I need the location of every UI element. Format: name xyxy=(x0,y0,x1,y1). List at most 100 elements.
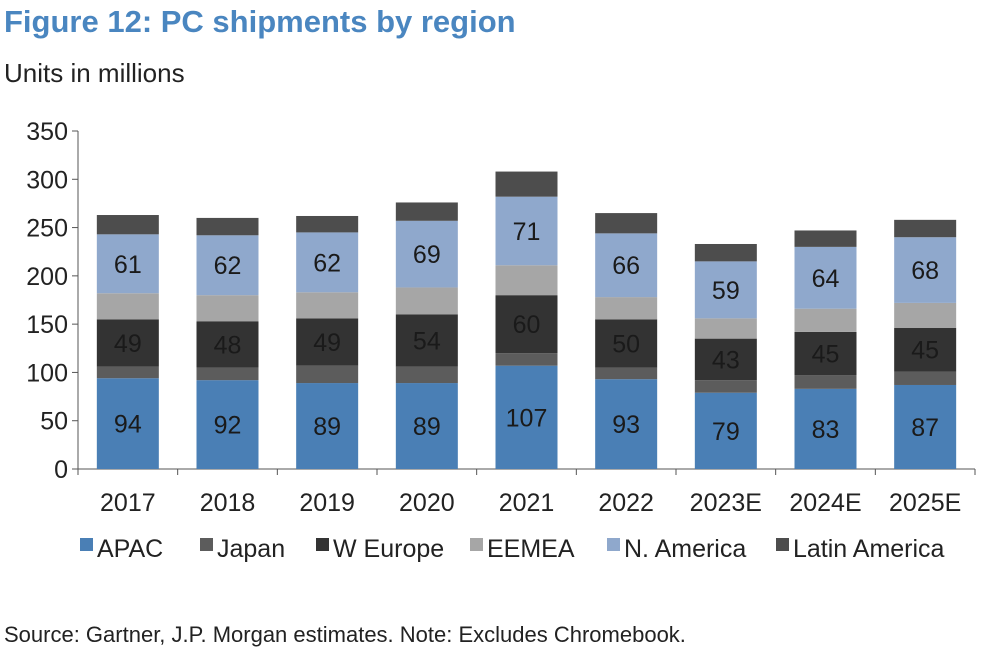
bar-segment xyxy=(794,308,857,332)
bar-segment xyxy=(794,230,857,247)
data-label: 93 xyxy=(612,411,640,439)
y-tick-label: 200 xyxy=(26,263,68,291)
x-tick-label: 2023E xyxy=(690,489,762,517)
data-label: 68 xyxy=(911,257,939,285)
legend-label: Latin America xyxy=(793,535,945,563)
bar-segment xyxy=(694,243,757,262)
data-label: 94 xyxy=(114,411,142,439)
legend-label: APAC xyxy=(97,535,163,563)
bar-segment xyxy=(296,365,359,384)
bar-segment xyxy=(96,215,159,235)
bar-segment xyxy=(395,202,458,221)
data-label: 49 xyxy=(313,329,341,357)
x-tick-label: 2024E xyxy=(789,489,861,517)
bar-segment xyxy=(794,246,857,309)
y-tick-label: 100 xyxy=(26,359,68,387)
bar-segment xyxy=(495,295,558,354)
bar-segment xyxy=(595,319,658,368)
bar-segment xyxy=(495,171,558,197)
bar-segment xyxy=(395,287,458,315)
data-label: 107 xyxy=(506,404,548,432)
bar-segment xyxy=(495,265,558,296)
bar-segment xyxy=(196,235,259,296)
bar-segment xyxy=(296,232,359,293)
data-label: 54 xyxy=(413,328,441,356)
legend-swatch xyxy=(80,538,93,551)
legend-label: W Europe xyxy=(333,535,444,563)
bar-segment xyxy=(96,293,159,320)
bar-segment xyxy=(296,383,359,469)
data-label: 61 xyxy=(114,251,142,279)
bar-segment xyxy=(96,234,159,294)
bar-segment xyxy=(894,384,957,469)
bar-segment xyxy=(894,302,957,329)
x-tick-label: 2019 xyxy=(299,489,355,517)
bar-segment xyxy=(794,388,857,469)
y-tick-label: 150 xyxy=(26,311,68,339)
y-tick-label: 350 xyxy=(26,118,68,146)
data-label: 71 xyxy=(513,218,541,246)
bar-segment xyxy=(595,213,658,234)
data-label: 89 xyxy=(313,413,341,441)
bar-segment xyxy=(395,383,458,469)
bar-segment xyxy=(196,295,259,322)
x-tick-label: 2025E xyxy=(889,489,961,517)
chart-title: Figure 12: PC shipments by region xyxy=(4,4,516,39)
data-label: 48 xyxy=(214,331,242,359)
bar-segment xyxy=(296,318,359,366)
data-label: 62 xyxy=(214,252,242,280)
bar-segment xyxy=(395,366,458,384)
bar-segment xyxy=(694,261,757,319)
bar-segment xyxy=(794,375,857,389)
data-label: 43 xyxy=(712,346,740,374)
bar-segment xyxy=(96,366,159,379)
data-label: 50 xyxy=(612,330,640,358)
data-label: 83 xyxy=(812,416,840,444)
x-tick-label: 2022 xyxy=(598,489,654,517)
legend-swatch xyxy=(470,538,483,551)
legend-label: N. America xyxy=(624,535,746,563)
bar-segment xyxy=(894,219,957,238)
legend-label: EEMEA xyxy=(487,535,575,563)
data-label: 89 xyxy=(413,413,441,441)
bar-segment xyxy=(894,237,957,303)
bar-segment xyxy=(894,328,957,372)
data-label: 49 xyxy=(114,330,142,358)
bar-segment xyxy=(296,215,359,233)
bar-segment xyxy=(694,318,757,339)
source-note: Source: Gartner, J.P. Morgan estimates. … xyxy=(4,622,686,647)
legend-swatch xyxy=(776,538,789,551)
bar-segment xyxy=(794,331,857,376)
bar-segment xyxy=(595,297,658,320)
legend-swatch xyxy=(200,538,213,551)
bar-segment xyxy=(595,379,658,469)
bar-segment xyxy=(196,217,259,236)
x-tick-label: 2020 xyxy=(399,489,455,517)
data-label: 87 xyxy=(911,414,939,442)
data-label: 66 xyxy=(612,252,640,280)
data-label: 45 xyxy=(911,337,939,365)
bar-segment xyxy=(196,380,259,469)
data-label: 69 xyxy=(413,241,441,269)
chart-subtitle: Units in millions xyxy=(4,58,185,88)
data-label: 59 xyxy=(712,277,740,305)
bar-segment xyxy=(196,367,259,381)
bar-segment xyxy=(694,380,757,393)
data-label: 64 xyxy=(812,265,840,293)
bar-segment xyxy=(296,292,359,319)
y-tick-label: 250 xyxy=(26,215,68,243)
data-label: 62 xyxy=(313,249,341,277)
data-label: 79 xyxy=(712,418,740,446)
bar-segment xyxy=(595,233,658,298)
y-tick-label: 0 xyxy=(54,456,68,484)
bar-segment xyxy=(196,321,259,368)
legend-swatch xyxy=(607,538,620,551)
bar-segment xyxy=(395,314,458,367)
legend-swatch xyxy=(316,538,329,551)
data-label: 60 xyxy=(513,311,541,339)
bar-segment xyxy=(96,378,159,469)
bar-segment xyxy=(96,319,159,367)
y-tick-label: 300 xyxy=(26,166,68,194)
x-tick-label: 2017 xyxy=(100,489,156,517)
